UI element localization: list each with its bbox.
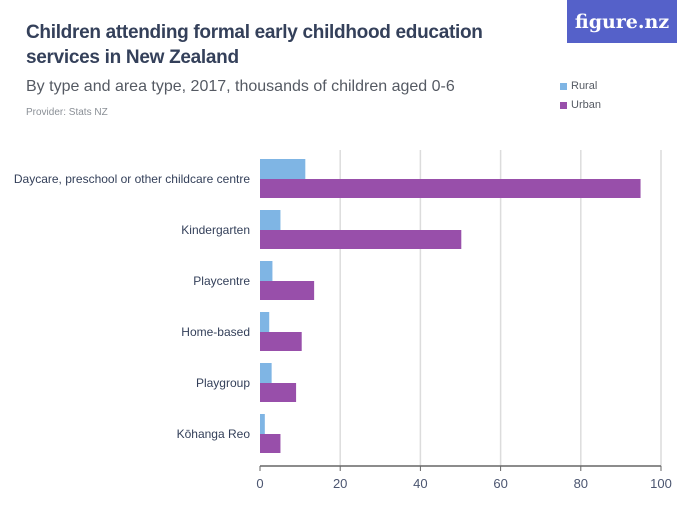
x-tick-label: 40 xyxy=(413,476,427,491)
legend-label-urban: Urban xyxy=(571,99,601,111)
legend-swatch-rural xyxy=(560,82,567,90)
chart-title: Children attending formal early childhoo… xyxy=(26,22,483,68)
chart-subtitle: By type and area type, 2017, thousands o… xyxy=(26,78,455,95)
legend-item-urban: Urban xyxy=(560,99,601,111)
category-label: Playcentre xyxy=(193,274,250,288)
bar-rural xyxy=(260,159,306,179)
legend-swatch-urban xyxy=(560,101,567,109)
x-tick-label: 20 xyxy=(333,476,347,491)
bar-urban xyxy=(260,332,302,351)
figure-nz-logo[interactable]: figure.nz xyxy=(567,0,677,43)
category-label: Playgroup xyxy=(196,376,250,390)
x-tick-label: 100 xyxy=(650,476,672,491)
bar-urban xyxy=(260,230,462,249)
bar-urban xyxy=(260,383,297,402)
bar-urban xyxy=(260,179,641,198)
x-tick-label: 0 xyxy=(256,476,263,491)
bar-rural xyxy=(260,210,281,230)
bar-rural xyxy=(260,312,270,332)
provider-text: Provider: Stats NZ xyxy=(26,107,108,118)
category-label: Kōhanga Reo xyxy=(177,427,251,441)
bar-rural xyxy=(260,363,272,383)
bar-rural xyxy=(260,261,273,281)
category-label: Home-based xyxy=(181,325,250,339)
legend-label-rural: Rural xyxy=(571,80,598,92)
bar-urban xyxy=(260,281,315,300)
x-tick-label: 80 xyxy=(574,476,588,491)
category-label: Kindergarten xyxy=(181,223,250,237)
category-label: Daycare, preschool or other childcare ce… xyxy=(14,172,250,186)
legend-item-rural: Rural xyxy=(560,80,597,92)
bar-urban xyxy=(260,434,281,453)
bar-rural xyxy=(260,414,265,434)
x-tick-label: 60 xyxy=(493,476,507,491)
